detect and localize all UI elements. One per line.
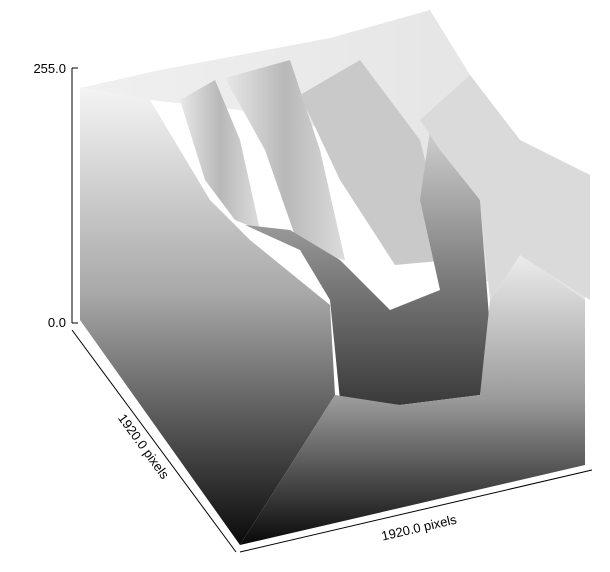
surface-ridge-2	[225, 60, 345, 260]
z-tick-label-max: 255.0	[33, 61, 66, 76]
surface-ridge-3	[300, 60, 450, 265]
surface-front-right	[240, 255, 585, 545]
surface-mesh	[80, 10, 590, 545]
surface-valley	[245, 130, 490, 405]
x-axis-line	[239, 469, 593, 553]
z-tick-label-min: 0.0	[48, 315, 66, 330]
surface-front-left	[80, 88, 335, 545]
surface-ridge-1	[180, 80, 260, 230]
surface-right-plateau	[420, 75, 590, 300]
y-axis-line	[71, 329, 237, 553]
z-axis: 255.0 0.0	[33, 61, 78, 330]
